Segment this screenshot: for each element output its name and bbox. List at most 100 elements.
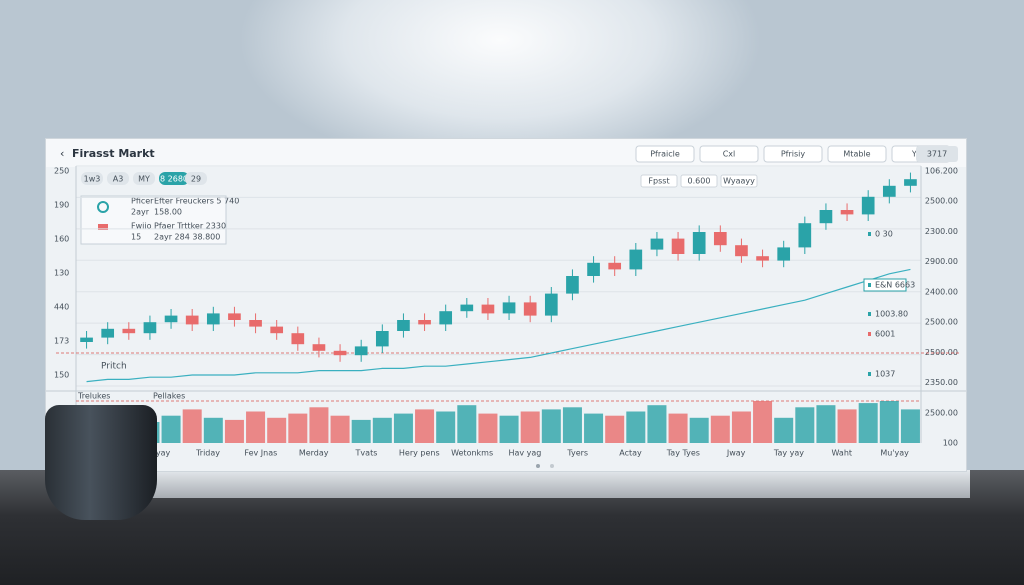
legend-text: Efter Freuckers 5 740: [154, 197, 239, 206]
button[interactable]: [827, 145, 887, 163]
volume-bar: [182, 409, 202, 443]
candle-body: [777, 247, 791, 261]
volume-bar: [689, 417, 709, 443]
volume-bar: [161, 415, 181, 443]
back-arrow[interactable]: ‹: [60, 147, 64, 160]
annotation-box: [863, 278, 907, 292]
tab[interactable]: [133, 172, 155, 185]
candle-body: [249, 320, 262, 327]
y-label-left: 160: [54, 235, 69, 244]
legend: [80, 195, 227, 245]
legend-text: 15: [131, 233, 141, 242]
y-label-right: 2300.00: [925, 227, 958, 236]
volume-bar: [647, 405, 667, 443]
tab[interactable]: [107, 172, 129, 185]
candle-body: [587, 262, 600, 276]
button-label[interactable]: Mtable: [843, 150, 870, 159]
y-label-right: 2500.00: [925, 348, 958, 357]
y-label-right: 2500.00: [925, 318, 958, 327]
button-label[interactable]: Pfraicle: [650, 150, 680, 159]
candle-body: [270, 326, 284, 334]
volume-bar: [900, 409, 920, 443]
x-label: Tay Tyes: [666, 449, 700, 458]
candle-body: [523, 302, 537, 316]
annotation-dot: [868, 312, 871, 316]
y-label-right: 2350.00: [925, 378, 958, 387]
candle-body: [861, 196, 875, 215]
x-label: Merday: [299, 449, 329, 458]
y-label-left: 173: [54, 337, 69, 346]
tab[interactable]: [185, 172, 207, 185]
candle-body: [122, 328, 136, 334]
tab-label[interactable]: 29: [191, 175, 201, 184]
volume-bar: [816, 405, 836, 443]
candle-body: [481, 304, 495, 314]
x-label: Tyers: [566, 449, 588, 458]
page-dot[interactable]: [536, 464, 540, 468]
candle-body: [756, 256, 769, 261]
volume-bar: [795, 407, 815, 443]
moving-average: [86, 268, 911, 383]
tab[interactable]: [81, 172, 103, 185]
tab-label[interactable]: 1w3: [84, 175, 101, 184]
volume-bar: [330, 415, 350, 443]
candle-body: [164, 315, 178, 323]
legend-text: 2ayr: [131, 208, 150, 217]
volume-bar: [731, 411, 751, 443]
candle-body: [143, 322, 157, 334]
button[interactable]: [699, 145, 759, 163]
y-label-right: 2400.00: [925, 287, 958, 296]
page-dot[interactable]: [550, 464, 554, 468]
volume-bar: [753, 401, 773, 443]
legend-text: 158.00: [154, 208, 182, 217]
tab-label[interactable]: MY: [138, 175, 150, 184]
candle-body: [502, 302, 516, 314]
tool[interactable]: [720, 174, 758, 188]
candle-body: [228, 313, 241, 320]
legend-text: Pficer: [131, 197, 154, 206]
x-label: Mu'yay: [880, 449, 909, 458]
volume-bar: [626, 411, 646, 443]
screen: ‹ Firasst Markt Pfraicle Cxl Pfrisiy Mtable…: [45, 138, 967, 472]
candle-body: [840, 210, 854, 215]
volume-bar: [541, 409, 561, 443]
button[interactable]: [763, 145, 823, 163]
x-label: Jway: [726, 449, 746, 458]
annotation-dot: [868, 232, 871, 236]
tool[interactable]: [640, 174, 678, 188]
button-label[interactable]: Pfrisiy: [781, 150, 806, 159]
volume-bar: [224, 419, 244, 443]
volume-bar: [562, 407, 582, 443]
candle-body: [206, 313, 220, 325]
annotation-dot: [868, 332, 871, 336]
candle-body: [713, 232, 727, 246]
tab-label[interactable]: 8 2680: [160, 175, 188, 184]
candle-body: [735, 245, 748, 257]
tool-label[interactable]: 0.600: [688, 177, 711, 186]
volume-bar: [605, 415, 625, 443]
annotation-dot: [868, 372, 871, 376]
tab[interactable]: [159, 172, 189, 185]
candle-body: [882, 185, 896, 197]
button[interactable]: [635, 145, 695, 163]
x-label: Hav yag: [508, 449, 541, 458]
volume-bar: [668, 413, 688, 443]
annotation: 1037: [875, 370, 895, 379]
volume-bar: [415, 409, 435, 443]
legend-text: 2ayr 284 38.800: [154, 233, 220, 242]
button-label[interactable]: Cxl: [723, 150, 736, 159]
volume-bar: [393, 413, 413, 443]
tool-label[interactable]: Wyaayy: [723, 177, 755, 186]
x-label: Tvats: [355, 449, 378, 458]
x-label: Triday: [195, 449, 220, 458]
legend-icon: [98, 224, 108, 230]
tool-label[interactable]: Fpsst: [648, 177, 669, 186]
legend-text: Fwiio: [131, 222, 152, 231]
tool[interactable]: [680, 174, 718, 188]
volume-bar: [203, 417, 223, 443]
y-label-right: 100: [943, 439, 958, 448]
legend-icon: [97, 201, 109, 213]
volume-bar: [837, 409, 857, 443]
badge: [916, 146, 958, 162]
tab-label[interactable]: A3: [113, 175, 124, 184]
